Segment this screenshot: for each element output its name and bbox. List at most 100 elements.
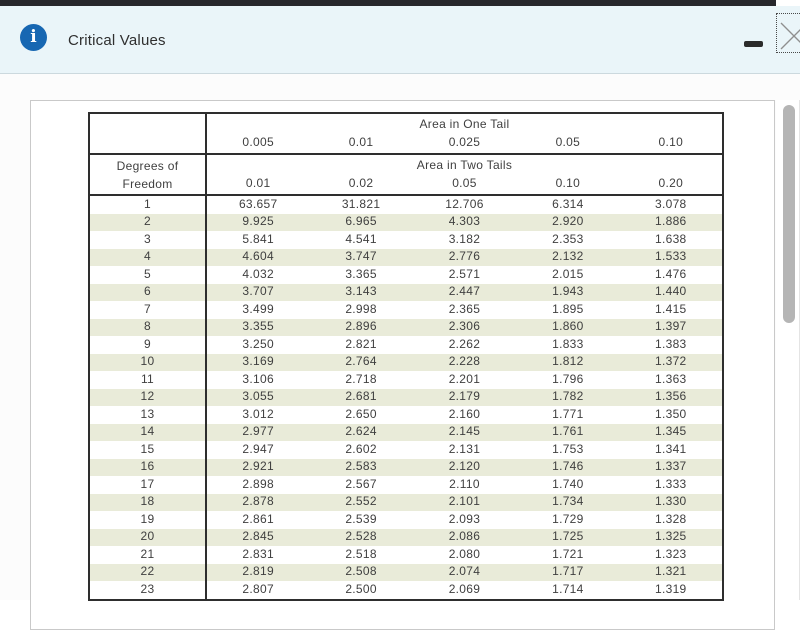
- t-value-cell: 2.500: [345, 581, 377, 596]
- t-value-cell: 3.012: [242, 406, 274, 421]
- t-value-cell: 1.886: [655, 214, 687, 229]
- info-icon-glyph: i: [30, 27, 37, 47]
- one-tail-value: 0.025: [448, 135, 481, 150]
- t-value-cell: 1.638: [655, 231, 687, 246]
- t-value-cell: 3.365: [345, 266, 377, 281]
- t-value-cell: 1.350: [655, 406, 687, 421]
- t-value-cell: 1.325: [655, 529, 687, 544]
- table-row: 20 2.845 2.528 2.086 1.725 1.325: [89, 528, 723, 546]
- one-tail-value: 0.01: [348, 135, 374, 150]
- df-cell: 14: [89, 423, 207, 441]
- df-header-line1: Degrees of: [116, 158, 179, 173]
- t-value-cell: 1.796: [552, 371, 584, 386]
- t-value-cell: 3.747: [345, 249, 377, 264]
- close-button[interactable]: [776, 13, 800, 53]
- t-value-cell: 1.740: [552, 476, 584, 491]
- table-row: 9 3.250 2.821 2.262 1.833 1.383: [89, 336, 723, 354]
- table-row: 19 2.861 2.539 2.093 1.729 1.328: [89, 511, 723, 529]
- header-row-two-tails-values: 0.01 0.02 0.05 0.10 0.20: [89, 174, 723, 195]
- one-tail-value: 0.10: [658, 135, 684, 150]
- t-value-cell: 2.821: [345, 336, 377, 351]
- t-value-cell: 2.262: [448, 336, 481, 351]
- t-value-cell: 2.947: [242, 441, 274, 456]
- t-value-cell: 2.807: [242, 581, 274, 596]
- t-value-cell: 1.943: [552, 284, 584, 299]
- t-value-cell: 2.921: [242, 459, 274, 474]
- df-header-line2: Freedom: [122, 176, 173, 191]
- t-value-cell: 2.898: [242, 476, 274, 491]
- t-value-cell: 2.878: [242, 494, 274, 509]
- t-value-cell: 1.895: [552, 301, 584, 316]
- t-value-cell: 1.397: [655, 319, 687, 334]
- two-tail-value: 0.10: [555, 176, 581, 191]
- t-value-cell: 2.508: [345, 564, 377, 579]
- table-row: 11 3.106 2.718 2.201 1.796 1.363: [89, 371, 723, 389]
- table-row: 16 2.921 2.583 2.120 1.746 1.337: [89, 458, 723, 476]
- t-value-cell: 2.518: [345, 546, 377, 561]
- table-row: 15 2.947 2.602 2.131 1.753 1.341: [89, 441, 723, 459]
- t-value-cell: 12.706: [412, 194, 517, 214]
- vertical-scrollbar[interactable]: [776, 100, 800, 600]
- t-value-cell: 3.707: [242, 284, 274, 299]
- df-cell: 12: [89, 388, 207, 406]
- t-value-cell: 4.604: [242, 249, 274, 264]
- t-value-cell: 2.353: [552, 231, 584, 246]
- t-value-cell: 2.776: [448, 249, 481, 264]
- t-value-cell: 1.734: [552, 494, 584, 509]
- table-row: 1 63.657 31.821 12.706 6.314 3.078: [89, 194, 723, 214]
- t-value-cell: 1.333: [655, 476, 687, 491]
- df-cell: 11: [89, 371, 207, 389]
- df-cell: 13: [89, 406, 207, 424]
- t-value-cell: 1.328: [655, 511, 687, 526]
- close-icon: [780, 22, 800, 49]
- df-cell: 19: [89, 511, 207, 529]
- t-value-cell: 3.055: [242, 389, 274, 404]
- t-value-cell: 9.925: [242, 214, 274, 229]
- t-value-cell: 1.782: [552, 389, 584, 404]
- t-value-cell: 2.539: [345, 511, 377, 526]
- t-value-cell: 2.831: [242, 546, 274, 561]
- df-cell: 3: [89, 231, 207, 249]
- t-value-cell: 3.355: [242, 319, 274, 334]
- one-tail-label: Area in One Tail: [419, 117, 510, 132]
- t-value-cell: 2.861: [242, 511, 274, 526]
- table-row: 23 2.807 2.500 2.069 1.714 1.319: [89, 581, 723, 600]
- one-tail-value: 0.005: [242, 135, 274, 150]
- t-value-cell: 2.583: [345, 459, 377, 474]
- df-cell: 2: [89, 213, 207, 231]
- t-value-cell: 2.571: [448, 266, 481, 281]
- one-tail-value: 0.05: [555, 135, 581, 150]
- t-value-cell: 2.201: [448, 371, 481, 386]
- table-row: 7 3.499 2.998 2.365 1.895 1.415: [89, 301, 723, 319]
- two-tail-value: 0.01: [245, 176, 271, 191]
- header-row-one-tail-values: 0.005 0.01 0.025 0.05 0.10: [89, 133, 723, 154]
- df-cell: 5: [89, 266, 207, 284]
- t-value-cell: 2.624: [345, 424, 377, 439]
- t-value-cell: 1.812: [552, 354, 584, 369]
- t-value-cell: 2.093: [448, 511, 481, 526]
- t-value-cell: 1.725: [552, 529, 584, 544]
- scrollbar-thumb[interactable]: [783, 105, 795, 323]
- table-row: 18 2.878 2.552 2.101 1.734 1.330: [89, 493, 723, 511]
- t-value-cell: 2.132: [552, 249, 584, 264]
- table-row: 14 2.977 2.624 2.145 1.761 1.345: [89, 423, 723, 441]
- t-value-cell: 3.169: [242, 354, 274, 369]
- t-value-cell: 2.845: [242, 529, 274, 544]
- t-value-cell: 2.110: [449, 476, 480, 491]
- t-value-cell: 3.250: [242, 336, 274, 351]
- table-body: 1 63.657 31.821 12.706 6.314 3.078 2 9.925 6.965…: [89, 194, 723, 600]
- table-row: 21 2.831 2.518 2.080 1.721 1.323: [89, 546, 723, 564]
- df-cell: 8: [89, 318, 207, 336]
- t-value-cell: 3.078: [619, 194, 723, 214]
- df-cell: 23: [89, 581, 207, 600]
- t-value-cell: 2.567: [345, 476, 377, 491]
- minimize-button[interactable]: [741, 30, 765, 50]
- table-row: 2 9.925 6.965 4.303 2.920 1.886: [89, 213, 723, 231]
- t-value-cell: 1.721: [552, 546, 584, 561]
- table-row: 17 2.898 2.567 2.110 1.740 1.333: [89, 476, 723, 494]
- t-value-cell: 1.533: [655, 249, 687, 264]
- t-value-cell: 63.657: [206, 194, 310, 214]
- t-value-cell: 1.415: [655, 301, 687, 316]
- t-value-cell: 3.182: [448, 231, 481, 246]
- t-value-cell: 3.499: [242, 301, 274, 316]
